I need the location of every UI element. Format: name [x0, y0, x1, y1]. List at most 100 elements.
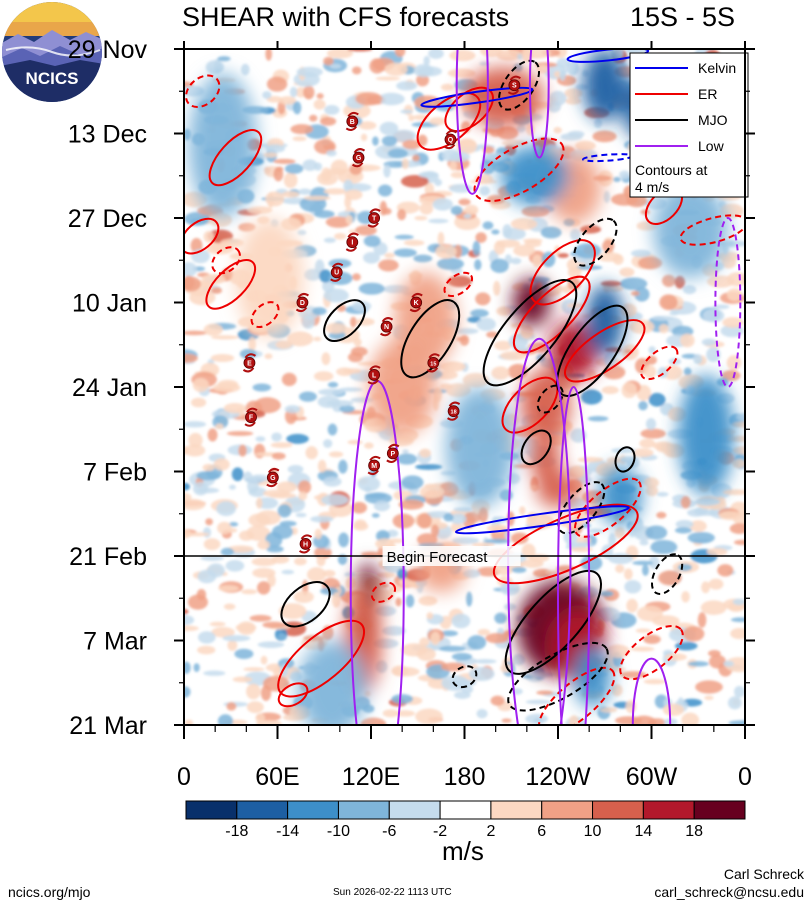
anomaly-patch [241, 589, 258, 595]
anomaly-patch [184, 661, 191, 674]
mjo-contour [614, 446, 636, 473]
anomaly-patch [674, 275, 686, 289]
legend-label-er: ER [698, 86, 717, 102]
storm-label: P [390, 451, 395, 458]
anomaly-patch [721, 256, 737, 269]
er-contour [529, 239, 596, 306]
anomaly-patch [401, 475, 424, 490]
storm-marker: B [345, 111, 359, 132]
anomaly-patch [643, 365, 657, 379]
anomaly-patch [313, 99, 326, 110]
anomaly-patch [733, 685, 745, 698]
anomaly-patch [265, 191, 285, 207]
mjo-contour [504, 569, 602, 675]
anomaly-patch [270, 442, 293, 448]
anomaly-patch [220, 238, 244, 248]
anomaly-patch [408, 114, 415, 122]
low-contour [557, 386, 591, 725]
legend-box [629, 52, 749, 198]
anomaly-patch [522, 238, 543, 243]
anomaly-patch [396, 568, 408, 580]
anomaly-patch [382, 207, 392, 215]
anomaly-patch [266, 95, 283, 103]
anomaly-patch [615, 564, 625, 573]
anomaly-patch [352, 521, 369, 531]
anomaly-patch [726, 355, 742, 371]
anomaly-patch [638, 400, 648, 411]
anomaly-patch [526, 123, 535, 136]
storm-arm [387, 443, 400, 449]
anomaly-patch [203, 670, 226, 676]
storm-label: M [371, 463, 377, 470]
anomaly-patch [643, 678, 666, 685]
anomaly-patch [704, 695, 714, 701]
site-url[interactable]: ncics.org/mjo [8, 884, 91, 900]
mjo-contour [280, 581, 331, 628]
anomaly-patch [188, 432, 203, 448]
anomaly-patch [371, 513, 380, 518]
anomaly-patch [226, 431, 254, 436]
anomaly-patch [401, 158, 409, 170]
anomaly-blob [188, 73, 258, 218]
anomaly-patch [418, 171, 439, 178]
colorbar-label: 18 [685, 823, 703, 840]
anomaly-patch [396, 453, 418, 465]
anomaly-patch [496, 306, 512, 316]
anomaly-patch [256, 581, 271, 595]
anomaly-patch [693, 353, 703, 365]
anomaly-patch [395, 710, 415, 717]
colorbar-swatch [287, 800, 339, 820]
anomaly-patch [720, 324, 744, 338]
anomaly-patch [273, 158, 296, 164]
anomaly-patch [246, 701, 264, 714]
anomaly-patch [305, 446, 318, 460]
anomaly-patch [648, 346, 656, 354]
anomaly-patch [328, 451, 344, 458]
storm-label: E [247, 360, 252, 367]
anomaly-patch [252, 383, 272, 392]
anomaly-patch [369, 58, 385, 74]
anomaly-patch [729, 523, 745, 534]
y-tick-label: 10 Jan [72, 290, 147, 318]
anomaly-patch [214, 58, 222, 74]
anomaly-patch [437, 370, 458, 380]
author-email[interactable]: carl_schreck@ncsu.edu [654, 884, 804, 900]
anomaly-patch [439, 630, 459, 637]
anomaly-patch [394, 234, 414, 240]
anomaly-patch [289, 86, 298, 98]
anomaly-patch [298, 188, 312, 195]
anomaly-patch [419, 448, 431, 458]
anomaly-patch [387, 148, 408, 159]
anomaly-patch [630, 646, 655, 652]
anomaly-patch [728, 720, 745, 725]
anomaly-patch [255, 510, 281, 525]
anomaly-patch [613, 176, 621, 183]
anomaly-patch [281, 569, 295, 575]
anomaly-patch [602, 365, 626, 380]
anomaly-patch [680, 333, 695, 348]
storm-icon [447, 405, 460, 418]
anomaly-patch [730, 627, 745, 640]
anomaly-patch [708, 578, 724, 590]
storm-arm [367, 469, 379, 476]
anomaly-patch [471, 542, 495, 547]
anomaly-patch [624, 580, 642, 594]
storm-marker: H [298, 534, 313, 554]
anomaly-patch [605, 644, 630, 658]
anomaly-patch [732, 446, 745, 455]
anomaly-patch [309, 114, 318, 122]
anomaly-patch [587, 528, 604, 534]
anomaly-patch [443, 513, 454, 522]
er-contour [185, 74, 221, 108]
anomaly-patch [190, 397, 207, 408]
anomaly-patch [449, 160, 457, 171]
anomaly-patch [201, 273, 226, 285]
anomaly-patch [257, 641, 285, 648]
anomaly-patch [331, 592, 341, 608]
anomaly-patch [635, 628, 651, 633]
storm-marker: E [242, 353, 257, 373]
anomaly-patch [413, 254, 433, 263]
colorbar-label: -10 [327, 823, 350, 840]
anomaly-patch [325, 322, 347, 334]
anomaly-patch [454, 328, 479, 335]
